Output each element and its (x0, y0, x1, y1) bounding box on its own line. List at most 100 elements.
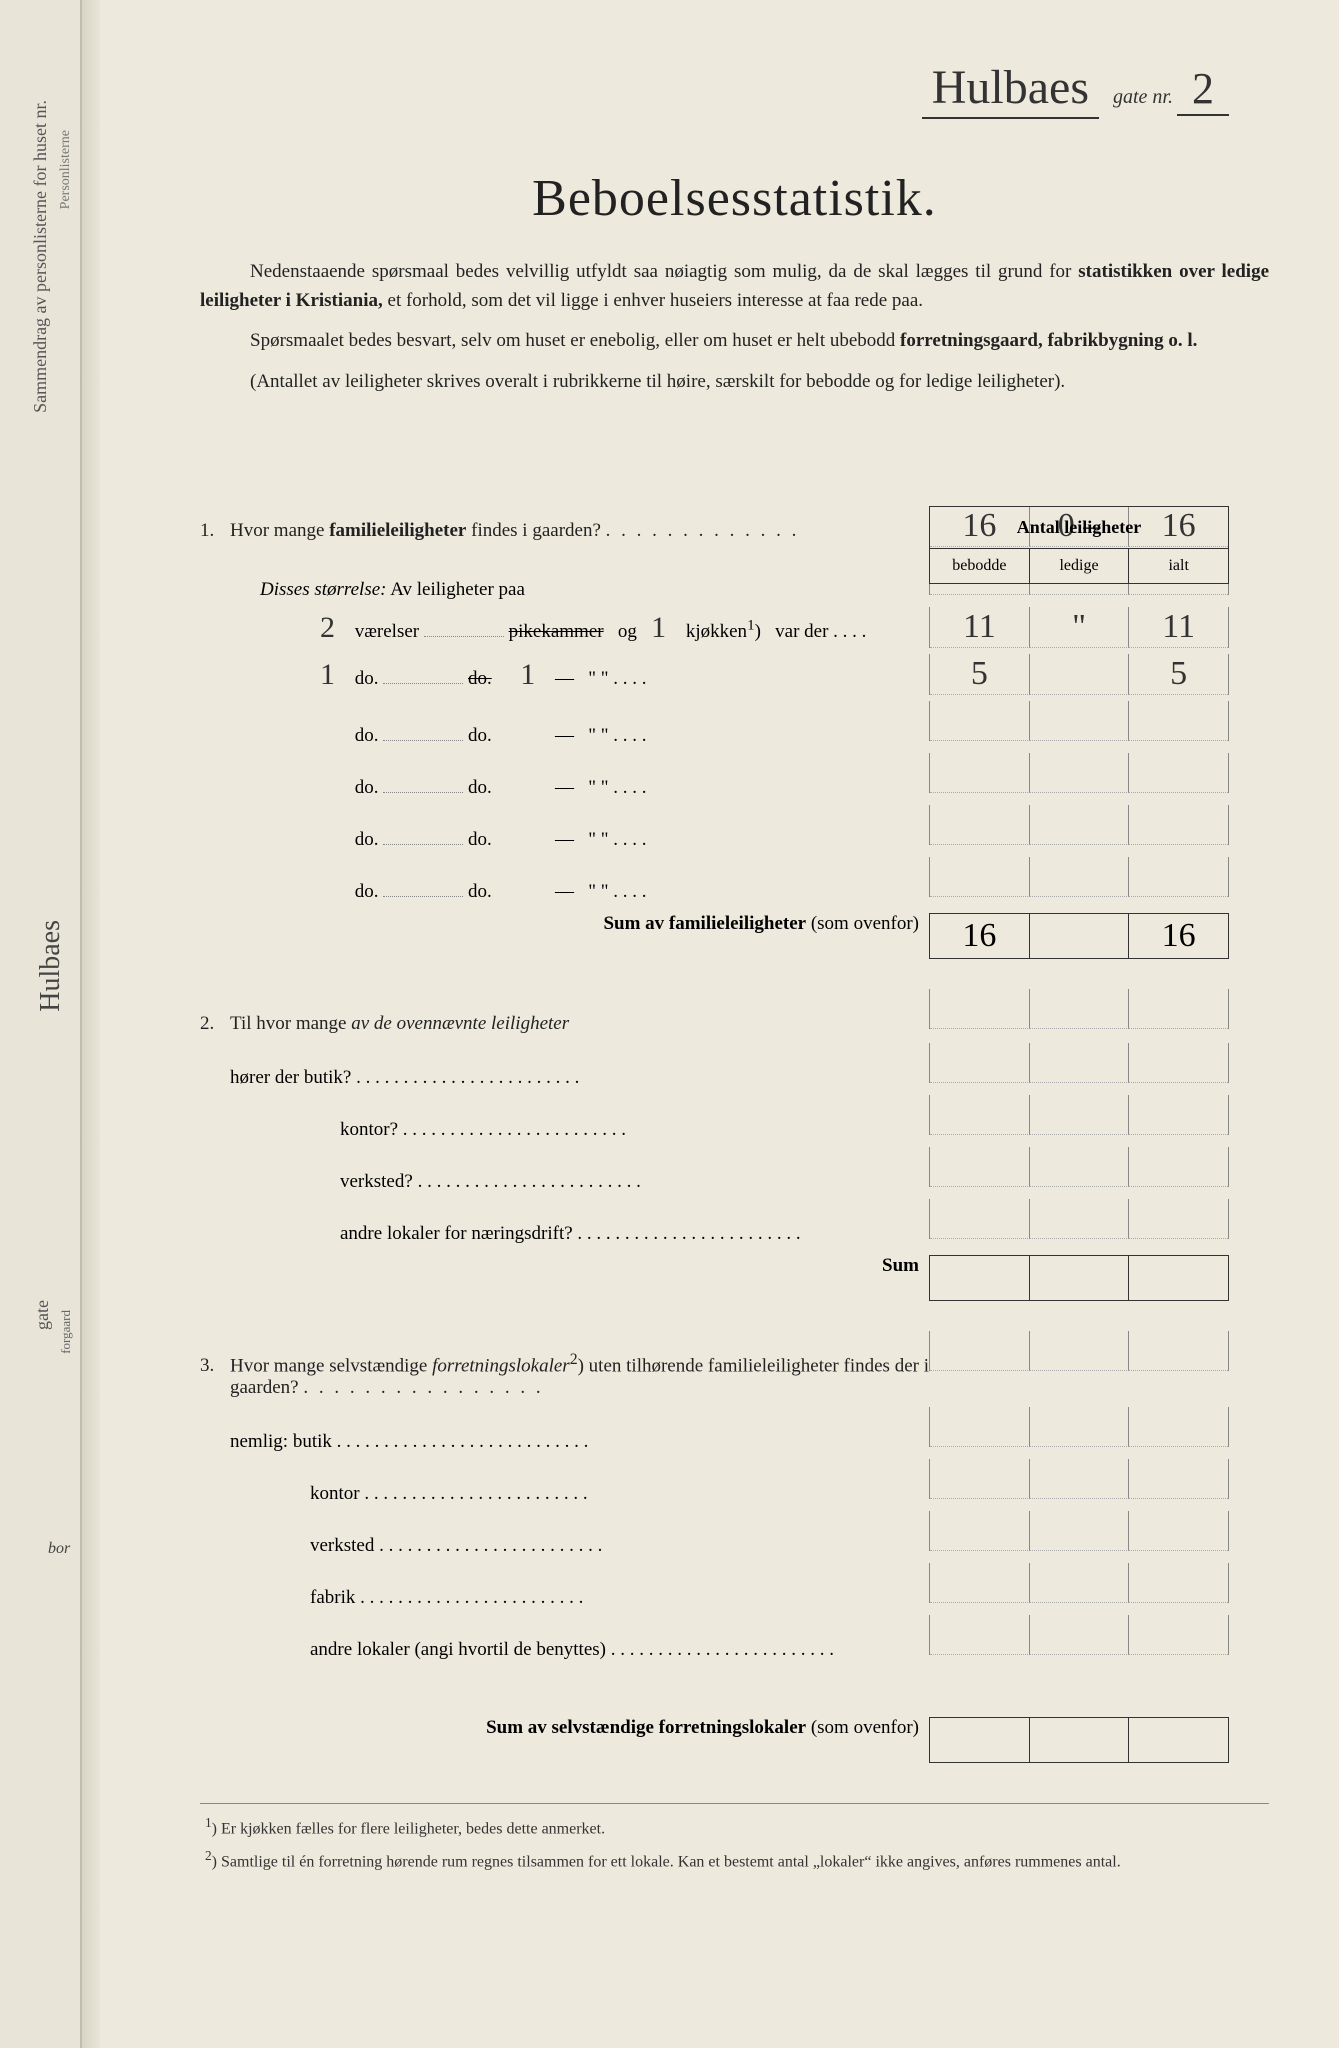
q3-cells-2 (929, 1511, 1229, 1551)
q2-sum-label: Sum (200, 1255, 929, 1301)
q1-kj-num-0: 1 (651, 611, 681, 645)
spine-gate-label: gate (32, 1300, 53, 1330)
footnotes: 1) Er kjøkken fælles for flere leilighet… (200, 1803, 1269, 1873)
empty-cell (1030, 1407, 1130, 1447)
questions-block: 1. Hvor mange familieleiligheter findes … (200, 506, 1269, 1763)
q1-r3-ledige (1030, 753, 1130, 793)
q1-varder-4: " " (588, 829, 608, 850)
empty-cell (1129, 1147, 1228, 1187)
q3-sum-label: Sum av selvstændige forretningslokaler (… (200, 1717, 929, 1763)
empty-cell (1129, 1718, 1228, 1762)
q3-line-text-2: verksted . . . . . . . . . . . . . . . .… (310, 1535, 929, 1557)
q2-text-italic: av de ovennævnte leiligheter (351, 1013, 569, 1034)
q1-varder-2: " " (588, 725, 608, 746)
q3-line-0: butik (293, 1431, 332, 1452)
q2-line-0: hører der butik? . . . . . . . . . . . .… (200, 1043, 1269, 1089)
q3-line-1: kontor . . . . . . . . . . . . . . . . .… (200, 1459, 1269, 1505)
q3-sum-note: (som ovenfor) (806, 1717, 919, 1738)
q3-empty-cells (929, 1331, 1229, 1371)
q1-text-c: findes i gaarden? (466, 520, 601, 541)
q1-kj-num-1: 1 (520, 658, 550, 692)
footnote-1: 1) Er kjøkken fælles for flere leilighet… (200, 1814, 1269, 1841)
q2-sum-row: Sum (200, 1255, 1269, 1301)
empty-cell (1030, 1615, 1130, 1655)
q1-r2-ialt (1129, 701, 1228, 741)
empty-cell (1030, 1718, 1130, 1762)
empty-cell (1129, 1459, 1228, 1499)
q2-line-1: kontor? . . . . . . . . . . . . . . . . … (200, 1095, 1269, 1141)
q1-size-text-5: do. do. — " " . . . . (320, 878, 929, 903)
spine-forgaard: forgaard (58, 1310, 74, 1354)
q1-text-b: familieleiligheter (329, 520, 466, 541)
q1-size-text-3: do. do. — " " . . . . (320, 774, 929, 799)
spine-bor: bor (48, 1540, 70, 1558)
intro-1a: Nedenstaaende spørsmaal bedes velvillig … (250, 261, 1078, 282)
spine-street-cursive: Hulbaes (35, 920, 67, 1012)
q2-line-text-2: verksted? . . . . . . . . . . . . . . . … (340, 1171, 929, 1193)
q1-size-text-0: 2 værelser pikekammer og 1 kjøkken1) var… (320, 611, 929, 645)
empty-cell (930, 1563, 1030, 1603)
q2-text: Til hvor mange av de ovennævnte leilighe… (230, 1013, 929, 1035)
empty-cell (930, 1043, 1030, 1083)
q1-size-text-4: do. do. — " " . . . . (320, 826, 929, 851)
q1-sum-cells: 16 16 (929, 913, 1229, 959)
q1-vaer-num-0: 2 (320, 611, 350, 645)
q2-text-prefix: Til hvor mange (230, 1013, 351, 1034)
q1-dots: . . . . . . . . . . . . . (606, 520, 800, 541)
col-ialt: ialt (1129, 549, 1228, 583)
q3-line-text-3: fabrik . . . . . . . . . . . . . . . . .… (310, 1587, 929, 1609)
q1-r5-ledige (1030, 857, 1130, 897)
q1-text: Hvor mange familieleiligheter findes i g… (230, 520, 929, 542)
empty-cell (1129, 1256, 1228, 1300)
q2-cells-0 (929, 1043, 1229, 1083)
q3-cells-1 (929, 1459, 1229, 1499)
q3-nemlig-label: nemlig: (230, 1431, 288, 1452)
document-page: Hulbaes gate nr. 2 Beboelsesstatistik. N… (100, 0, 1339, 2048)
q1-size-row-0: 2 værelser pikekammer og 1 kjøkken1) var… (200, 607, 1269, 648)
q2-empty-cells (929, 989, 1229, 1029)
q1-varder-3: " " (588, 777, 608, 798)
q1-kj-3: — (555, 777, 574, 798)
table-header: Antal leiligheter bebodde ledige ialt (929, 506, 1229, 584)
empty-cell (930, 1095, 1030, 1135)
intro-2a: Spørsmaalet bedes besvart, selv om huset… (250, 330, 900, 351)
q1-row-cells-0: 11 " 11 (929, 607, 1229, 648)
empty-cell (930, 989, 1030, 1029)
q1-sum-ledige (1030, 914, 1130, 958)
q3-text-a: Hvor mange selvstændige (230, 1355, 432, 1376)
q1-row-cells-1: 5 5 (929, 654, 1229, 695)
q1-size-row-4: do. do. — " " . . . . (200, 805, 1269, 851)
q1-av-leil: Av leiligheter paa (387, 579, 525, 600)
q1-vaer-num-1: 1 (320, 658, 350, 692)
q1-sum-row: Sum av familieleiligheter (som ovenfor) … (200, 913, 1269, 959)
intro-paragraph-1: Nedenstaaende spørsmaal bedes velvillig … (200, 258, 1269, 315)
empty-cell (1129, 1407, 1228, 1447)
q1-r4-ledige (1030, 805, 1130, 845)
q1-size-row-5: do. do. — " " . . . . (200, 857, 1269, 903)
q2-line-text-3: andre lokaler for næringsdrift? . . . . … (340, 1223, 929, 1245)
q1-text-a: Hvor mange (230, 520, 329, 541)
q1-r4-ialt (1129, 805, 1228, 845)
q1-vaer-3: do. (355, 777, 379, 798)
q1-disses-label: Disses størrelse: (260, 579, 387, 600)
q3-line-4: andre lokaler (angi hvortil de benyttes)… (200, 1615, 1269, 1661)
q2-cells-2 (929, 1147, 1229, 1187)
q1-kj-2: — (555, 725, 574, 746)
q1-r4-bebodde (930, 805, 1030, 845)
header-line: Hulbaes gate nr. 2 (200, 60, 1269, 119)
empty-cell (1129, 1199, 1228, 1239)
empty-cell (930, 1459, 1030, 1499)
empty-cell (1030, 1043, 1130, 1083)
q2-line-text-1: kontor? . . . . . . . . . . . . . . . . … (340, 1119, 929, 1141)
q1-pik-5: do. (468, 881, 492, 902)
q3-nemlig-text: nemlig: butik . . . . . . . . . . . . . … (230, 1431, 929, 1453)
q1-disses: Disses størrelse: Av leiligheter paa (260, 579, 929, 601)
q2-line-3: andre lokaler for næringsdrift? . . . . … (200, 1199, 1269, 1245)
empty-cell (1129, 1095, 1228, 1135)
q1-varder-1: " " (588, 668, 608, 689)
empty-cell (930, 1511, 1030, 1551)
q1-size-row-3: do. do. — " " . . . . (200, 753, 1269, 799)
q1-varder-0: var der (775, 621, 828, 642)
q1-dl-1 (383, 665, 463, 684)
intro-paragraph-2: Spørsmaalet bedes besvart, selv om huset… (200, 327, 1269, 356)
